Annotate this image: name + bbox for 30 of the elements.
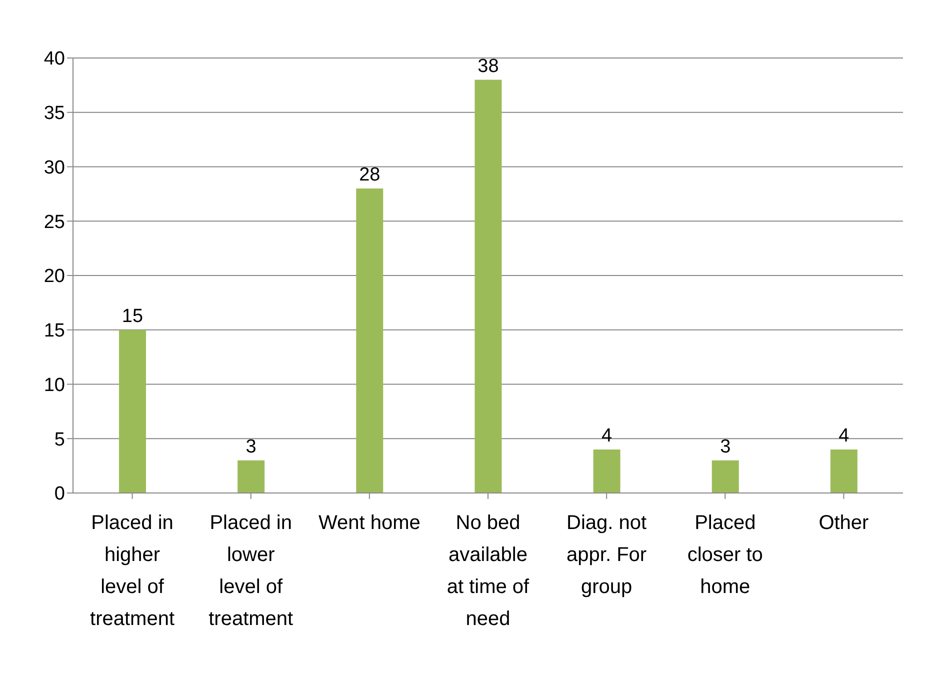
y-tick-label: 30 xyxy=(44,157,65,178)
data-label: 28 xyxy=(359,164,380,186)
x-tick-label: No bed available at time of need xyxy=(446,512,530,630)
y-tick-label: 10 xyxy=(44,374,65,396)
y-tick-label: 35 xyxy=(44,103,65,124)
data-label: 4 xyxy=(601,426,612,446)
bar xyxy=(712,460,739,493)
data-label: 3 xyxy=(720,436,731,458)
data-label: 3 xyxy=(246,436,256,458)
x-tick-label: Other xyxy=(818,512,870,534)
x-tick-label: Placed in higher level of treatment xyxy=(90,512,175,630)
y-tick-label: 15 xyxy=(44,320,65,342)
data-label: 38 xyxy=(478,56,499,77)
bar xyxy=(119,330,146,493)
bar xyxy=(593,450,620,493)
x-tick-label: Placed closer to home xyxy=(687,512,763,598)
y-tick-label: 40 xyxy=(44,48,65,70)
data-label: 15 xyxy=(122,306,144,327)
y-tick-label: 0 xyxy=(54,484,65,505)
x-tick-label: Diag. not appr. For group xyxy=(566,512,648,598)
x-tick-label: Placed in lower level of treatment xyxy=(208,512,294,630)
data-label: 4 xyxy=(838,426,850,446)
x-tick-label: Went home xyxy=(318,512,420,534)
y-tick-label: 5 xyxy=(54,429,65,450)
bar xyxy=(356,188,384,493)
y-tick-label: 25 xyxy=(44,212,65,233)
y-tick-label: 20 xyxy=(44,266,65,288)
bar xyxy=(830,450,858,493)
bar xyxy=(474,80,502,493)
bar xyxy=(238,460,265,493)
